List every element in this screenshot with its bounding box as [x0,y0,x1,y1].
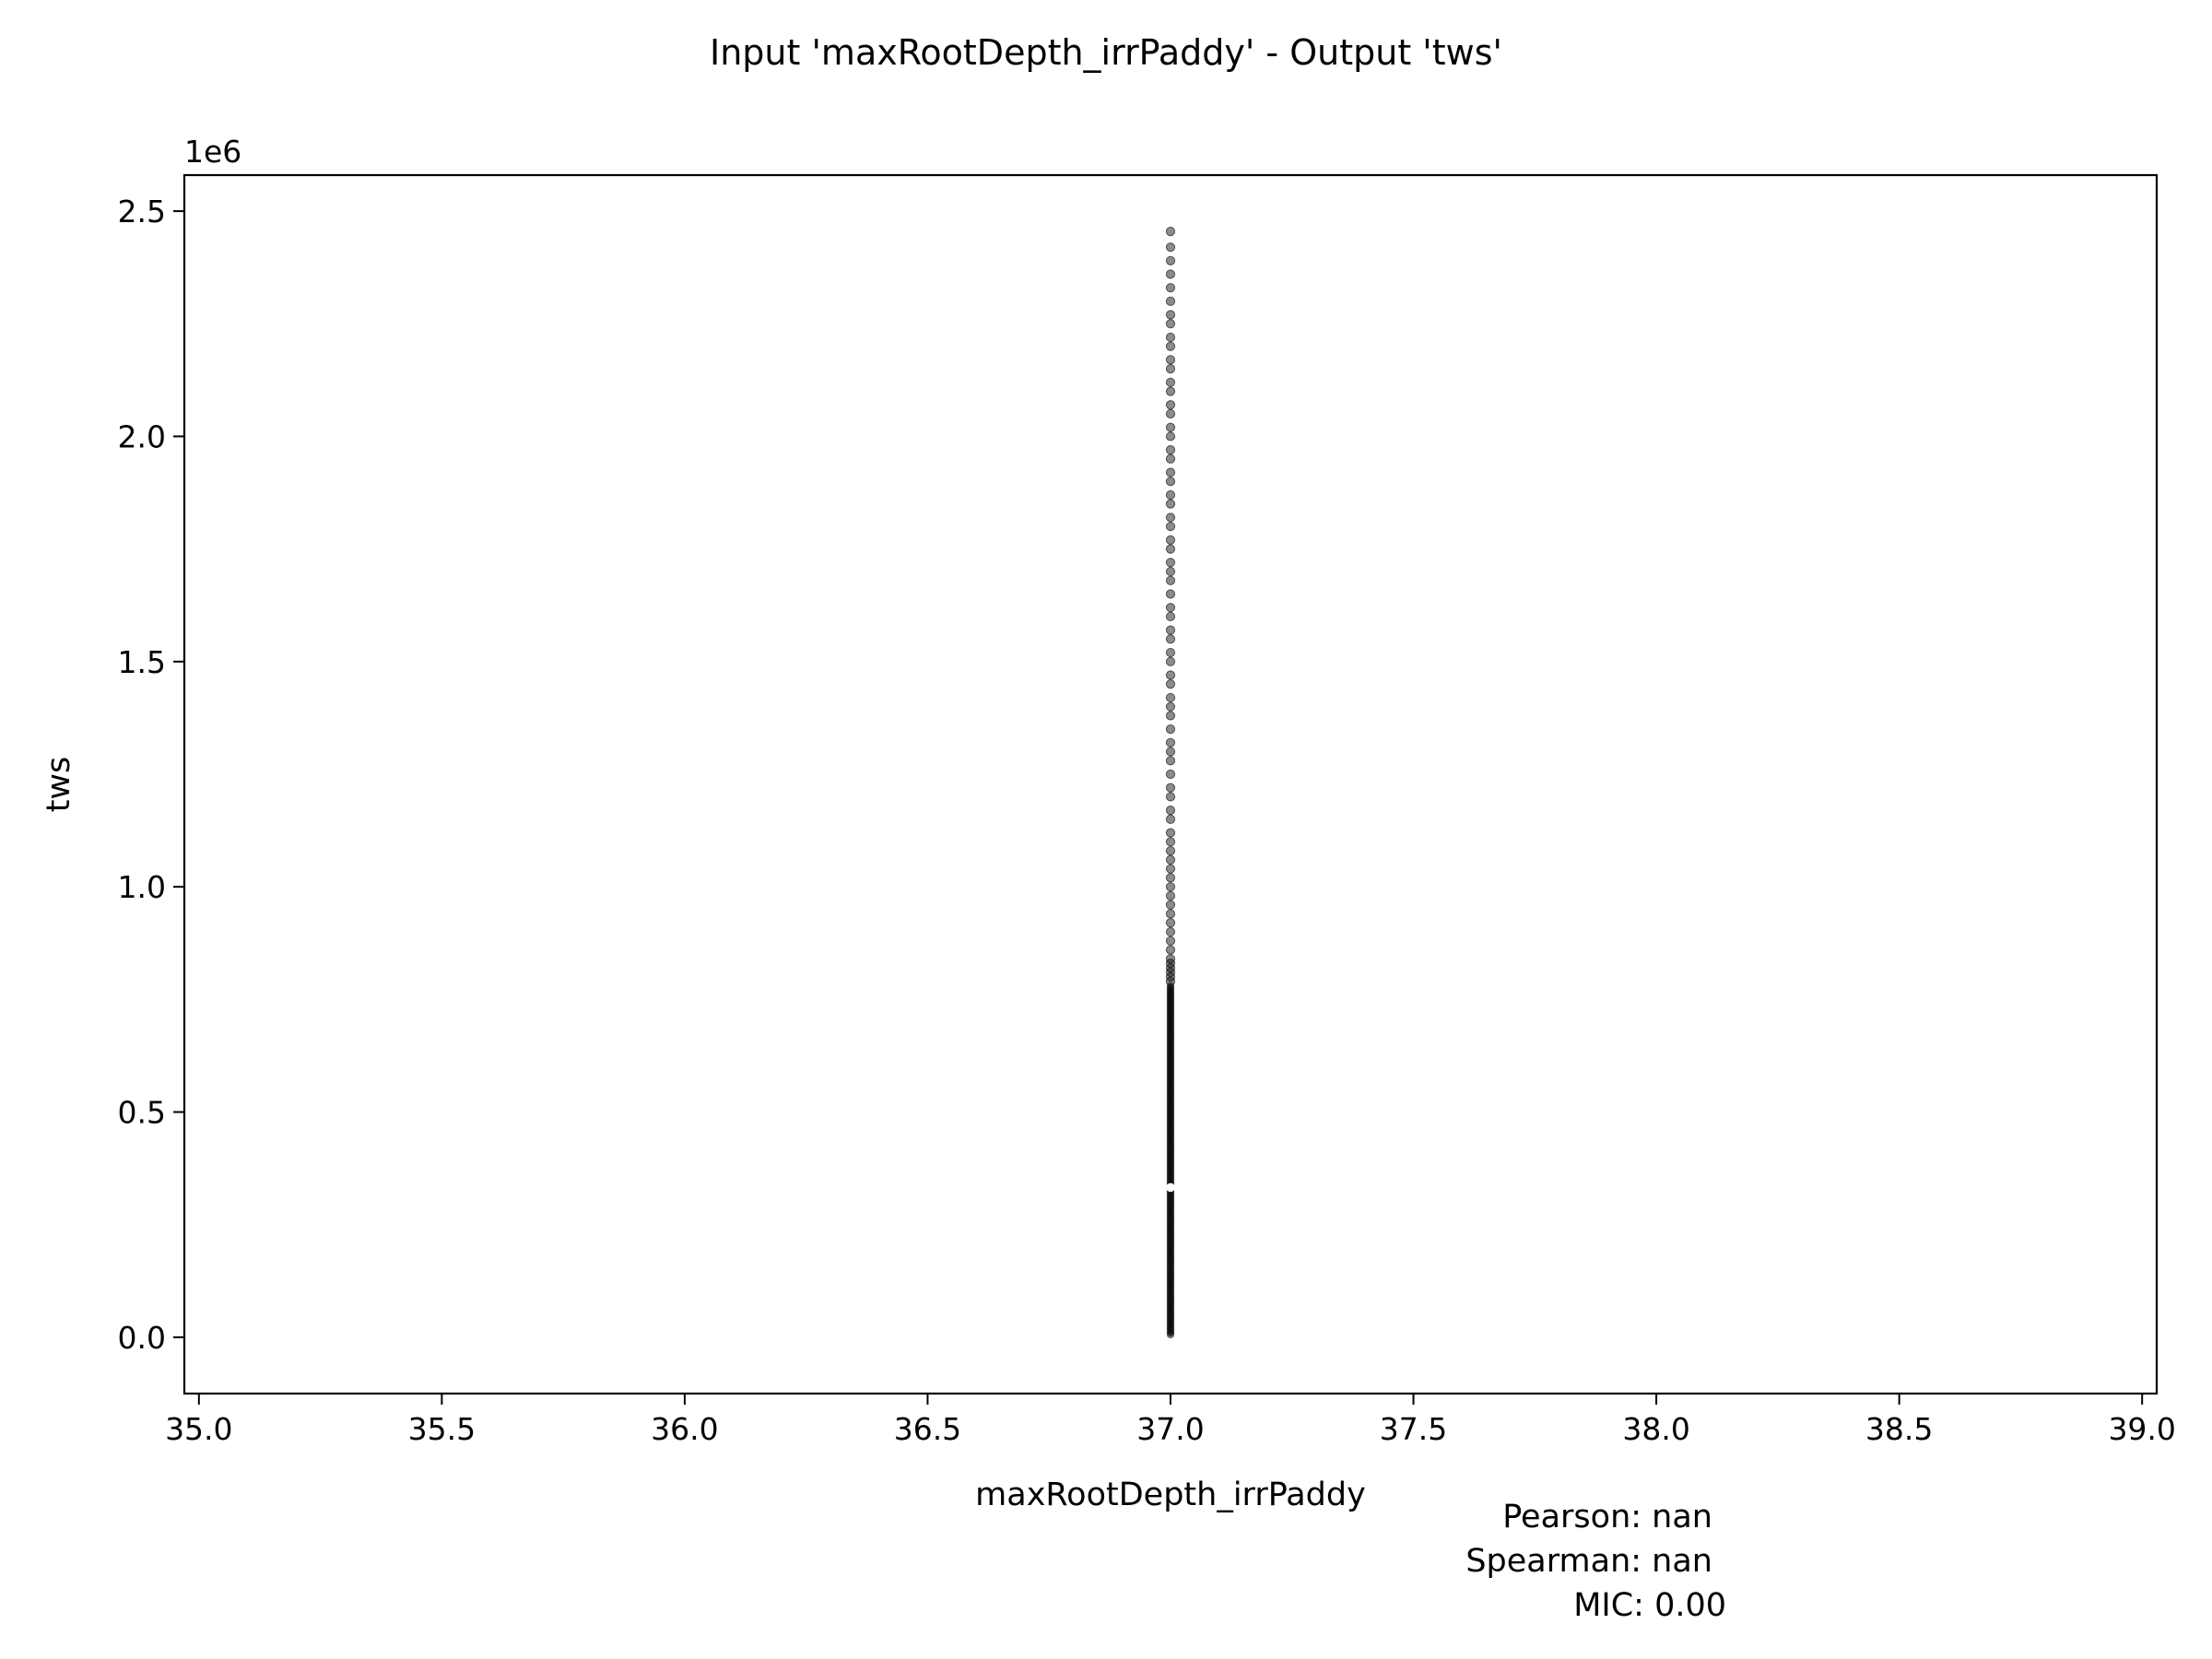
data-point [1165,701,1176,712]
data-point [1165,806,1176,816]
data-point [1165,625,1176,635]
data-point [1165,341,1176,351]
y-tick-label: 0.5 [118,1095,166,1131]
data-point [1165,935,1176,946]
y-tick-label: 2.5 [118,194,166,229]
data-point [1165,611,1176,622]
data-point [1165,431,1176,441]
spearman-stat: Spearman: nan [1465,1543,1712,1580]
data-point [1165,814,1176,824]
data-point [1165,792,1176,802]
data-point [1165,589,1176,599]
data-point [1165,544,1176,554]
data-point [1165,467,1176,477]
data-point [1165,377,1176,387]
data-point [1165,575,1176,585]
data-point [1165,679,1176,689]
data-point [1165,756,1176,766]
data-point [1165,453,1176,464]
data-point [1165,900,1176,910]
x-axis: 35.0 35.5 36.0 36.5 37.0 37.5 38.0 38.5 39.0 [165,1394,2176,1447]
data-point [1165,882,1176,892]
data-point [1166,1330,1175,1339]
data-point [1165,512,1176,523]
data-point [1165,945,1176,955]
data-point [1165,737,1176,747]
x-tick-label: 35.0 [165,1411,232,1447]
data-point [1165,670,1176,680]
data-point [1165,711,1176,721]
data-point [1165,647,1176,658]
data-point [1165,255,1176,265]
pearson-stat: Pearson: nan [1502,1499,1712,1535]
data-point [1165,656,1176,666]
data-point [1165,445,1176,455]
chart-title: Input 'maxRootDepth_irrPaddy' - Output '… [710,32,1502,73]
data-point [1165,477,1176,487]
data-point [1165,890,1176,901]
data-point [1165,854,1176,865]
x-tick-label: 38.5 [1865,1411,1933,1447]
data-point [1165,864,1176,874]
data-point [1165,332,1176,343]
x-tick-label: 37.5 [1380,1411,1447,1447]
data-point [1165,769,1176,780]
data-point [1165,364,1176,374]
data-point [1165,828,1176,838]
data-point [1165,269,1176,279]
data-point [1165,926,1176,937]
data-point [1165,909,1176,919]
data-point [1165,918,1176,928]
y-tick-label: 1.0 [118,869,166,905]
data-point [1165,837,1176,847]
data-point [1165,522,1176,532]
data-point [1165,386,1176,396]
data-point [1165,845,1176,856]
data-point [1165,603,1176,613]
data-gap [1166,1182,1175,1193]
scatter-points [1165,226,1176,1339]
data-point [1165,724,1176,735]
x-tick-label: 37.0 [1136,1411,1204,1447]
data-point [1165,400,1176,410]
mic-stat: MIC: 0.00 [1573,1587,1726,1624]
data-point [1165,408,1176,419]
data-point [1165,692,1176,703]
x-tick-label: 39.0 [2108,1411,2175,1447]
x-tick-label: 38.0 [1622,1411,1689,1447]
y-tick-label: 2.0 [118,418,166,454]
data-point [1165,319,1176,329]
data-point [1165,310,1176,320]
x-tick-label: 36.5 [894,1411,961,1447]
data-point [1165,283,1176,293]
x-axis-label: maxRootDepth_irrPaddy [975,1477,1366,1513]
data-point [1165,873,1176,883]
x-tick-label: 35.5 [408,1411,476,1447]
data-point [1165,422,1176,432]
data-point [1165,747,1176,757]
y-axis: 0.0 0.5 1.0 1.5 2.0 2.5 [118,194,184,1356]
data-point [1165,242,1176,253]
y-tick-label: 0.0 [118,1320,166,1356]
data-point [1165,355,1176,365]
data-point [1165,566,1176,577]
data-point [1165,634,1176,644]
data-point [1165,499,1176,509]
y-offset-label: 1e6 [184,134,241,170]
y-tick-label: 1.5 [118,644,166,680]
x-tick-label: 36.0 [651,1411,718,1447]
data-point [1165,489,1176,500]
data-point [1165,782,1176,793]
data-point [1165,226,1176,237]
data-point [1165,954,1176,964]
data-point [1165,296,1176,306]
data-point [1165,535,1176,545]
y-axis-label: tws [41,757,77,813]
data-point [1165,558,1176,568]
